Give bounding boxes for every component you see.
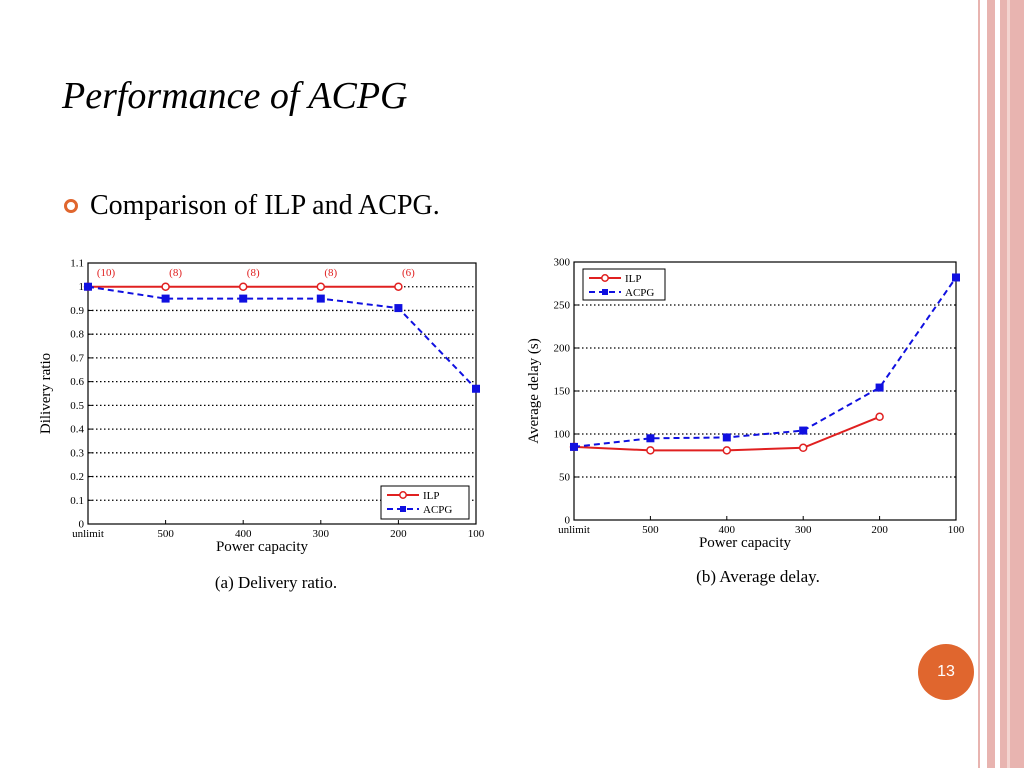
legend-label: ILP xyxy=(625,273,642,285)
y-tick-label: 0.2 xyxy=(70,471,84,483)
x-tick-label: 500 xyxy=(642,524,659,536)
data-point-acpg xyxy=(316,294,325,303)
chart-caption: (b) Average delay. xyxy=(696,567,820,586)
series-line-acpg xyxy=(87,285,477,390)
y-tick-label: 0.4 xyxy=(70,424,84,436)
y-tick-label: 0.7 xyxy=(70,352,84,364)
x-tick-label: 300 xyxy=(313,528,330,540)
x-tick-label: 300 xyxy=(795,524,812,536)
y-tick-label: 200 xyxy=(554,343,571,355)
data-point-ilp xyxy=(316,282,326,291)
y-tick-label: 0.1 xyxy=(70,495,84,507)
data-point-ilp xyxy=(394,282,403,291)
average-delay-chart: 0 50 100 150 200 250 300 unlimit 500 400 300 200 100… xyxy=(526,257,965,587)
legend-label: ILP xyxy=(423,490,440,502)
data-point-acpg xyxy=(875,383,884,392)
y-tick-label: 0 xyxy=(79,519,85,531)
delivery-ratio-chart: 0 0.1 0.2 0.3 0.4 0.5 0.6 0.7 0.8 0.9 1 1.1 unlimit 5… xyxy=(38,258,485,593)
y-tick-label: 1 xyxy=(79,281,85,293)
data-point-acpg xyxy=(239,294,248,303)
x-tick-label: unlimit xyxy=(72,528,104,540)
count-annotation: (6) xyxy=(402,267,415,279)
y-tick-label: 0.6 xyxy=(70,376,84,388)
plot-frame xyxy=(573,261,957,521)
y-tick-label: 0.5 xyxy=(70,400,84,412)
legend-marker-ilp xyxy=(399,491,407,499)
x-tick-label: 100 xyxy=(468,528,485,540)
y-tick-label: 0.3 xyxy=(70,447,84,459)
data-point-acpg xyxy=(952,273,960,282)
data-point-acpg xyxy=(394,304,403,313)
decor-stripe xyxy=(987,0,995,768)
y-tick-label: 150 xyxy=(554,386,571,398)
data-point-acpg xyxy=(646,434,655,443)
y-tick-label: 0.8 xyxy=(70,329,84,341)
x-axis-label: Power capacity xyxy=(216,539,309,555)
bullet-circle-icon xyxy=(64,199,78,213)
legend-label: ACPG xyxy=(423,504,452,516)
y-tick-label: 0.9 xyxy=(70,305,84,317)
legend-label: ACPG xyxy=(625,287,654,299)
x-tick-label: 400 xyxy=(235,528,252,540)
y-tick-label: 250 xyxy=(554,300,571,312)
count-annotation: (8) xyxy=(247,267,260,279)
count-annotation: (8) xyxy=(169,267,182,279)
legend-box xyxy=(380,485,470,520)
x-tick-label: 200 xyxy=(871,524,888,536)
y-axis-label: Dilivery ratio xyxy=(38,353,54,434)
x-axis-label: Power capacity xyxy=(699,535,792,551)
y-tick-label: 1.1 xyxy=(70,258,84,270)
y-axis-label: Average delay (s) xyxy=(526,338,542,444)
data-point-acpg xyxy=(799,426,808,435)
plot-frame xyxy=(87,262,477,525)
decor-stripe xyxy=(1000,0,1024,768)
page-number: 13 xyxy=(918,644,974,700)
data-point-ilp xyxy=(161,282,170,291)
data-point-acpg xyxy=(472,384,480,393)
data-point-ilp xyxy=(238,282,248,291)
y-tick-label: 300 xyxy=(554,257,571,269)
count-annotation: (8) xyxy=(324,267,337,279)
y-tick-label: 50 xyxy=(559,472,571,484)
data-point-ilp xyxy=(722,446,732,455)
legend-marker-acpg xyxy=(400,506,406,512)
y-tick-label: 100 xyxy=(554,429,571,441)
bullet-text: Comparison of ILP and ACPG. xyxy=(90,190,440,221)
data-point-acpg xyxy=(570,442,578,451)
data-point-ilp xyxy=(798,443,808,453)
legend-box xyxy=(582,268,666,301)
data-point-acpg xyxy=(161,294,170,303)
data-point-acpg xyxy=(84,282,92,291)
decor-stripe xyxy=(978,0,980,768)
data-point-acpg xyxy=(722,433,731,442)
slide-title: Performance of ACPG xyxy=(62,75,408,117)
bullet-item: Comparison of ILP and ACPG. xyxy=(64,190,440,222)
chart-caption: (a) Delivery ratio. xyxy=(215,573,337,592)
x-tick-label: 500 xyxy=(157,528,174,540)
decor-stripe xyxy=(1007,0,1010,768)
x-tick-label: 200 xyxy=(390,528,407,540)
x-tick-label: unlimit xyxy=(558,524,590,536)
count-annotation: (10) xyxy=(97,267,116,279)
legend-marker-ilp xyxy=(601,274,609,282)
x-tick-label: 400 xyxy=(719,524,736,536)
legend-marker-acpg xyxy=(602,289,608,295)
series-line-acpg xyxy=(573,276,957,448)
data-point-ilp xyxy=(646,446,655,455)
data-point-ilp xyxy=(875,412,884,422)
y-tick-label: 0 xyxy=(565,515,571,527)
x-tick-label: 100 xyxy=(948,524,965,536)
